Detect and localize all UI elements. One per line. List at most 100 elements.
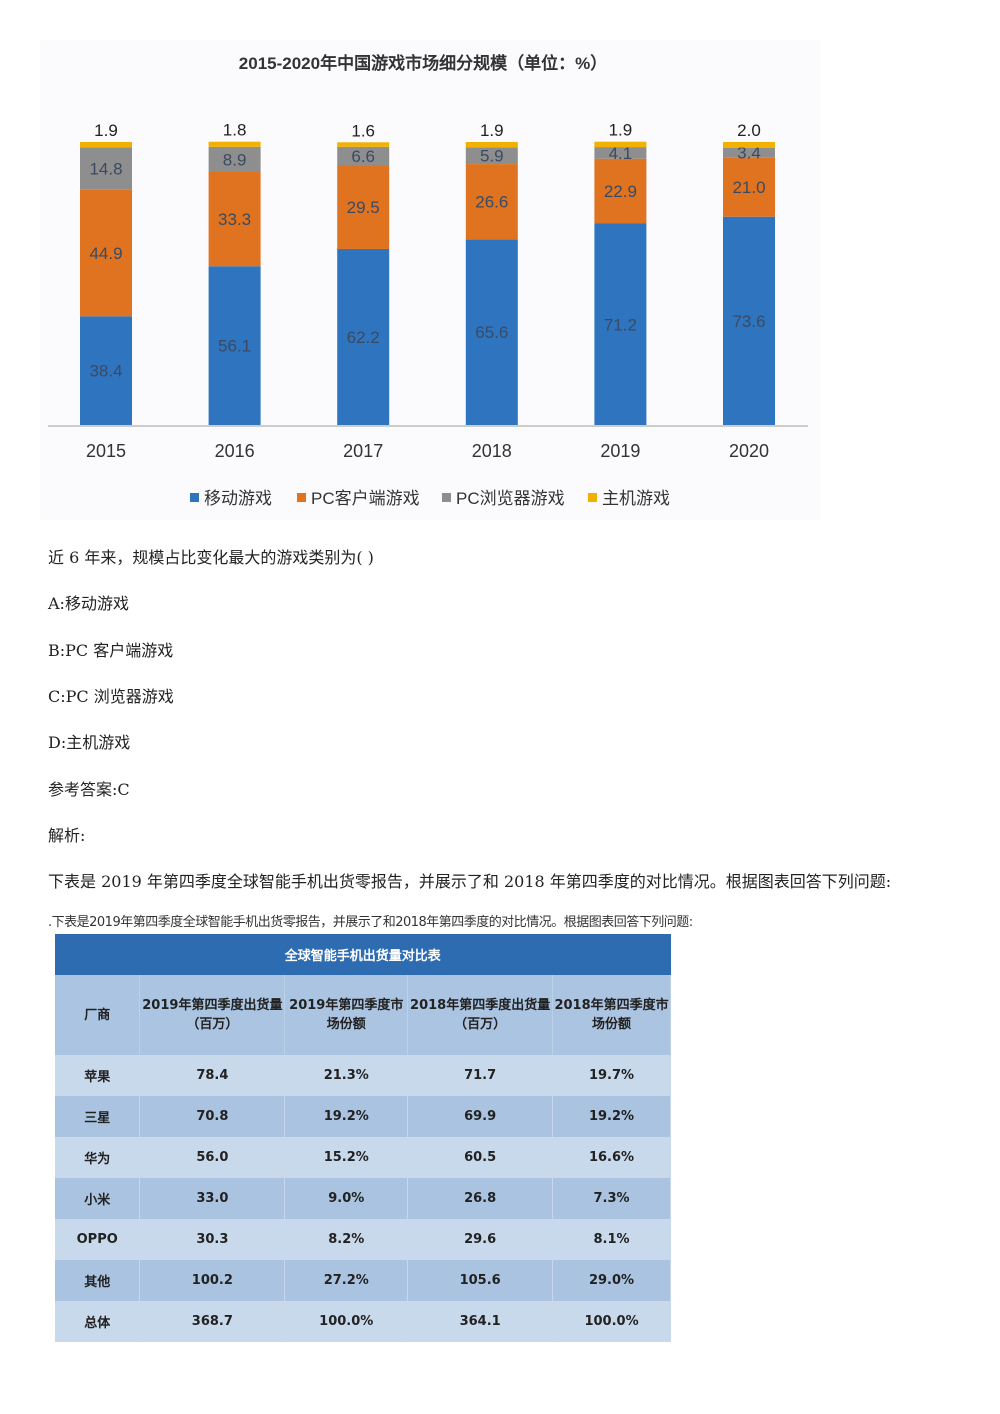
data-label: 73.6 — [732, 312, 765, 331]
value-cell: 60.5 — [407, 1137, 554, 1178]
value-cell: 33.0 — [139, 1178, 286, 1219]
option-a: A:移动游戏 — [48, 594, 129, 613]
data-label: 38.4 — [89, 362, 122, 381]
column-header: 2018年第四季度出货量（百万） — [407, 975, 554, 1055]
vendor-cell: 其他 — [55, 1260, 141, 1301]
table-row: 总体 368.7 100.0% 364.1 100.0% — [55, 1301, 671, 1342]
bar-segment — [723, 157, 775, 217]
data-label: 29.5 — [347, 198, 380, 217]
bar-segment — [208, 141, 261, 147]
data-label: 1.6 — [351, 121, 375, 140]
value-cell: 27.2% — [284, 1260, 409, 1301]
bar-segment — [208, 146, 261, 172]
intro-text: 下表是 2019 年第四季度全球智能手机出货零报告，并展示了和 2018 年第四… — [48, 872, 892, 891]
data-label: 26.6 — [475, 193, 508, 212]
value-cell: 56.0 — [139, 1137, 286, 1178]
value-cell: 30.3 — [139, 1219, 286, 1260]
value-cell: 29.6 — [407, 1219, 554, 1260]
value-cell: 9.0% — [284, 1178, 409, 1219]
bar-segment — [594, 158, 647, 224]
x-tick-label: 2016 — [215, 441, 255, 461]
bar-segment — [723, 147, 775, 158]
value-cell: 15.2% — [284, 1137, 409, 1178]
data-label: 4.1 — [609, 144, 633, 163]
table-row: 苹果 78.4 21.3% 71.7 19.7% — [55, 1055, 671, 1096]
vendor-cell: 三星 — [55, 1096, 141, 1137]
bar-segment — [337, 142, 390, 147]
column-header: 2019年第四季度出货量（百万） — [139, 975, 286, 1055]
data-label: 6.6 — [351, 147, 375, 166]
legend-swatch — [190, 493, 199, 502]
table-row: 其他 100.2 27.2% 105.6 29.0% — [55, 1260, 671, 1301]
value-cell: 29.0% — [552, 1260, 671, 1301]
bar-segment — [594, 223, 647, 425]
option-c: C:PC 浏览器游戏 — [48, 687, 174, 706]
value-cell: 105.6 — [407, 1260, 554, 1301]
bar-segment — [465, 164, 518, 240]
bar-segment — [465, 147, 518, 165]
value-cell: 100.0% — [284, 1301, 409, 1342]
bar-segment — [80, 142, 132, 148]
vendor-cell: 总体 — [55, 1301, 141, 1342]
legend-swatch — [442, 493, 451, 502]
analysis-label: 解析: — [48, 826, 86, 845]
bar-segment — [80, 147, 132, 190]
table-title: 全球智能手机出货量对比表 — [55, 934, 671, 975]
column-header: 2019年第四季度市场份额 — [284, 975, 409, 1055]
data-label: 71.2 — [604, 315, 637, 334]
value-cell: 100.0% — [552, 1301, 671, 1342]
value-cell: 78.4 — [139, 1055, 286, 1096]
vendor-cell: 苹果 — [55, 1055, 141, 1096]
bar-segment — [594, 141, 647, 148]
option-d: D:主机游戏 — [48, 733, 131, 752]
data-label: 1.9 — [609, 121, 633, 140]
column-header: 厂商 — [55, 975, 141, 1055]
data-label: 56.1 — [218, 337, 251, 356]
column-header: 2018年第四季度市场份额 — [552, 975, 671, 1055]
table-caption: .下表是2019年第四季度全球智能手机出货零报告，并展示了和2018年第四季度的… — [48, 915, 693, 930]
option-b: B:PC 客户端游戏 — [48, 641, 174, 660]
value-cell: 26.8 — [407, 1178, 554, 1219]
vendor-cell: OPPO — [55, 1219, 141, 1260]
data-label: 21.0 — [732, 178, 765, 197]
data-label: 5.9 — [480, 147, 504, 166]
value-cell: 16.6% — [552, 1137, 671, 1178]
data-label: 65.6 — [475, 323, 508, 342]
legend-label: 主机游戏 — [602, 489, 670, 508]
value-cell: 7.3% — [552, 1178, 671, 1219]
value-cell: 368.7 — [139, 1301, 286, 1342]
bar-segment — [337, 248, 390, 425]
vendor-cell: 华为 — [55, 1137, 141, 1178]
value-cell: 69.9 — [407, 1096, 554, 1137]
bar-segment — [337, 146, 390, 166]
table-row: OPPO 30.3 8.2% 29.6 8.1% — [55, 1219, 671, 1260]
bar-segment — [208, 171, 261, 267]
chart-title: 2015-2020年中国游戏市场细分规模（单位：%） — [239, 53, 607, 73]
bar-segment — [594, 147, 647, 159]
data-label: 62.2 — [347, 328, 380, 347]
x-tick-label: 2020 — [729, 441, 769, 461]
bar-segment — [723, 142, 775, 148]
x-tick-label: 2019 — [600, 441, 640, 461]
data-label: 3.4 — [737, 143, 761, 162]
legend-label: 移动游戏 — [204, 489, 272, 508]
x-tick-label: 2018 — [472, 441, 512, 461]
value-cell: 70.8 — [139, 1096, 286, 1137]
bar-segment — [723, 216, 775, 425]
legend-swatch — [588, 493, 597, 502]
value-cell: 19.2% — [284, 1096, 409, 1137]
legend-label: PC浏览器游戏 — [456, 489, 565, 508]
stacked-bar-chart: 2015-2020年中国游戏市场细分规模（单位：%） 38.4 44.9 14.8 1… — [40, 40, 820, 520]
data-label: 44.9 — [89, 244, 122, 263]
x-tick-label: 2015 — [86, 441, 126, 461]
data-label: 22.9 — [604, 182, 637, 201]
vendor-cell: 小米 — [55, 1178, 141, 1219]
data-label: 8.9 — [223, 150, 247, 169]
bar-segment — [465, 142, 518, 148]
table-row: 三星 70.8 19.2% 69.9 19.2% — [55, 1096, 671, 1137]
data-label: 1.8 — [223, 121, 247, 140]
value-cell: 100.2 — [139, 1260, 286, 1301]
bar-segment — [208, 266, 261, 425]
bar-segment — [80, 189, 132, 317]
data-label: 1.9 — [480, 121, 504, 140]
